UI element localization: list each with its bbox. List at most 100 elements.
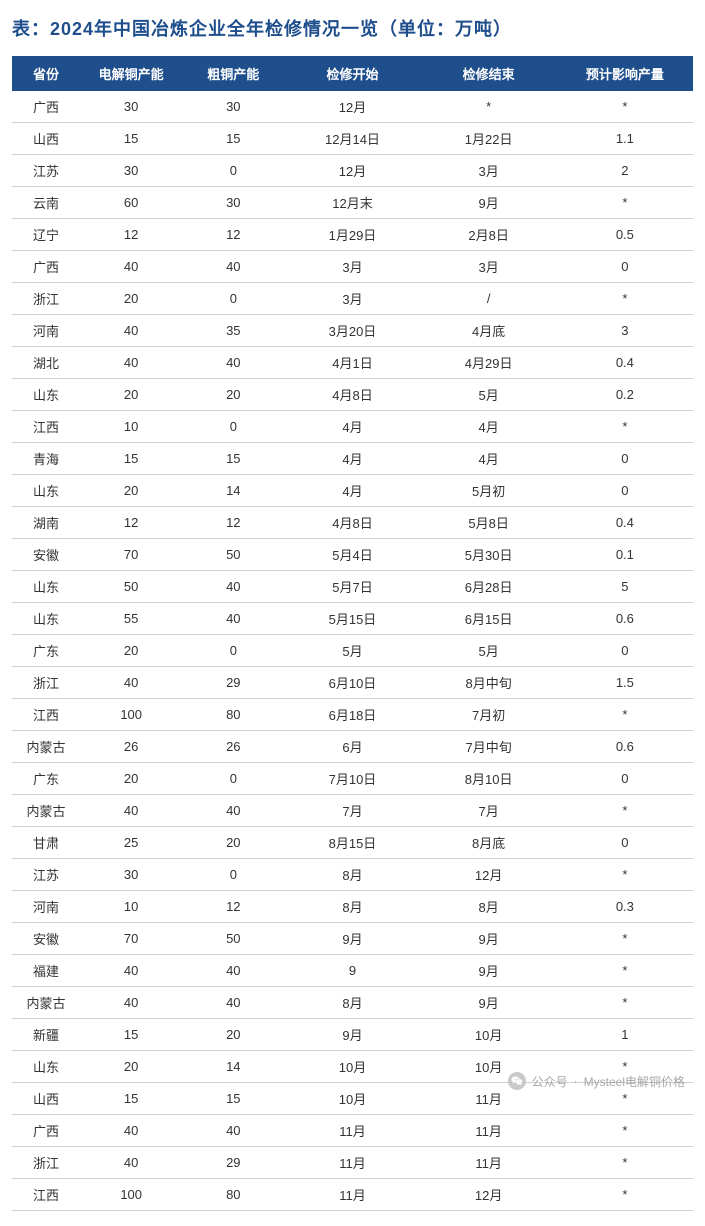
table-cell: 9 [284, 955, 420, 987]
table-cell: 浙江 [12, 283, 80, 315]
table-cell: 60 [80, 187, 182, 219]
table-cell: * [557, 187, 693, 219]
table-cell: * [557, 91, 693, 123]
table-row: 辽宁12121月29日2月8日0.5 [12, 219, 693, 251]
table-row: 山东55405月15日6月15日0.6 [12, 603, 693, 635]
table-cell: 8月15日 [284, 827, 420, 859]
table-cell: 7月中旬 [421, 731, 557, 763]
table-cell: 6月28日 [421, 571, 557, 603]
table-cell: 4月底 [421, 315, 557, 347]
table-cell: 0 [557, 635, 693, 667]
table-cell: 30 [80, 859, 182, 891]
table-cell: 25 [80, 827, 182, 859]
table-row: 广西404011月11月* [12, 1115, 693, 1147]
table-cell: 1.1 [557, 123, 693, 155]
table-cell: 20 [80, 635, 182, 667]
table-cell: 浙江 [12, 667, 80, 699]
table-cell: 0.2 [557, 379, 693, 411]
table-row: 山东20144月5月初0 [12, 475, 693, 507]
table-cell: 30 [182, 91, 284, 123]
table-cell: * [557, 795, 693, 827]
table-cell: 山西 [12, 1083, 80, 1115]
table-cell: 40 [80, 347, 182, 379]
table-cell: 4月 [421, 411, 557, 443]
table-cell: 2月8日 [421, 219, 557, 251]
table-header-row: 省份 电解铜产能 粗铜产能 检修开始 检修结束 预计影响产量 [12, 56, 693, 91]
table-cell: 0 [557, 827, 693, 859]
table-cell: 3月20日 [284, 315, 420, 347]
table-cell: 29 [182, 1147, 284, 1179]
table-cell: 1.5 [557, 667, 693, 699]
table-cell: 江苏 [12, 155, 80, 187]
table-cell: 0.4 [557, 507, 693, 539]
table-row: 浙江402911月11月* [12, 1147, 693, 1179]
table-cell: 12月 [421, 1179, 557, 1211]
table-cell: 辽宁 [12, 219, 80, 251]
col-province: 省份 [12, 56, 80, 91]
table-cell: 11月 [284, 1115, 420, 1147]
table-cell: 15 [80, 123, 182, 155]
table-cell: 1 [557, 1019, 693, 1051]
table-cell: 10月 [284, 1083, 420, 1115]
table-row: 福建404099月* [12, 955, 693, 987]
table-cell: 3月 [421, 251, 557, 283]
table-cell: 5月4日 [284, 539, 420, 571]
table-row: 江西1008011月12月* [12, 1179, 693, 1211]
table-row: 山东20204月8日5月0.2 [12, 379, 693, 411]
table-cell: 40 [80, 667, 182, 699]
table-cell: 广东 [12, 635, 80, 667]
watermark-separator: · [574, 1074, 578, 1088]
table-cell: 10 [80, 891, 182, 923]
table-cell: 15 [182, 443, 284, 475]
table-cell: 河南 [12, 891, 80, 923]
table-cell: 12 [182, 507, 284, 539]
table-cell: 12月 [284, 155, 420, 187]
table-cell: 9月 [421, 987, 557, 1019]
table-cell: 29 [182, 667, 284, 699]
table-cell: 江西 [12, 1179, 80, 1211]
col-maintenance-start: 检修开始 [284, 56, 420, 91]
table-cell: 0.6 [557, 731, 693, 763]
table-cell: 100 [80, 1179, 182, 1211]
table-cell: 12 [80, 219, 182, 251]
table-cell: 20 [182, 1019, 284, 1051]
table-cell: 10 [80, 411, 182, 443]
wechat-icon [508, 1072, 526, 1090]
table-cell: 5月初 [421, 475, 557, 507]
table-cell: 8月 [284, 891, 420, 923]
table-cell: 4月8日 [284, 507, 420, 539]
table-cell: 安徽 [12, 539, 80, 571]
table-cell: 4月 [284, 411, 420, 443]
table-row: 安徽70509月9月* [12, 923, 693, 955]
table-cell: 12 [80, 507, 182, 539]
table-cell: / [421, 283, 557, 315]
table-cell: 3月 [284, 251, 420, 283]
watermark: 公众号 · Mysteel电解铜价格 [508, 1072, 685, 1090]
table-cell: 40 [182, 571, 284, 603]
table-cell: 青海 [12, 443, 80, 475]
table-cell: 11月 [421, 1147, 557, 1179]
table-cell: 4月 [284, 443, 420, 475]
table-cell: 40 [182, 603, 284, 635]
table-cell: 40 [182, 251, 284, 283]
table-cell: 3月 [421, 155, 557, 187]
table-title: 表：2024年中国冶炼企业全年检修情况一览（单位：万吨） [12, 15, 693, 41]
table-cell: 12月14日 [284, 123, 420, 155]
table-row: 山东50405月7日6月28日5 [12, 571, 693, 603]
table-cell: * [557, 987, 693, 1019]
table-cell: 0 [182, 155, 284, 187]
table-row: 新疆15209月10月1 [12, 1019, 693, 1051]
table-cell: * [421, 91, 557, 123]
table-row: 河南40353月20日4月底3 [12, 315, 693, 347]
table-cell: 40 [80, 955, 182, 987]
table-row: 广西303012月** [12, 91, 693, 123]
table-cell: 3 [557, 315, 693, 347]
table-cell: 40 [182, 347, 284, 379]
table-cell: 20 [182, 827, 284, 859]
table-cell: 6月 [284, 731, 420, 763]
table-cell: 4月 [284, 475, 420, 507]
table-cell: 5月 [421, 635, 557, 667]
table-cell: 广西 [12, 251, 80, 283]
table-cell: 新疆 [12, 1019, 80, 1051]
table-row: 浙江40296月10日8月中旬1.5 [12, 667, 693, 699]
